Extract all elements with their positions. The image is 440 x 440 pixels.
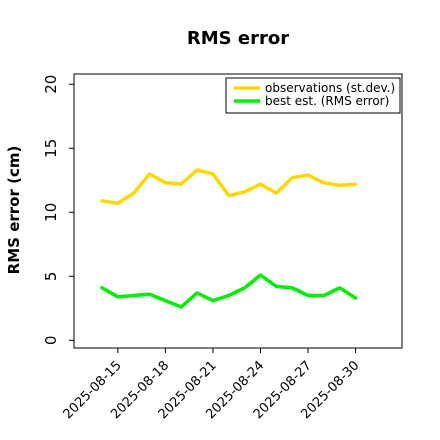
y-tick-label: 10 (42, 203, 60, 222)
legend-entry: observations (st.dev.) (265, 81, 395, 95)
series-line-2 (100, 273, 358, 309)
plot-area (73, 73, 403, 349)
legend-box (225, 77, 401, 114)
x-axis: 2025-08-152025-08-182025-08-212025-08-24… (61, 348, 362, 422)
legend: observations (st.dev.)best est. (RMS err… (225, 77, 401, 114)
y-tick-label: 20 (42, 75, 60, 94)
chart-title: RMS error (187, 28, 289, 49)
y-axis-label: RMS error (cm) (5, 146, 23, 275)
series-line-1 (100, 168, 358, 206)
y-tick-label: 5 (42, 272, 60, 282)
y-tick-label: 15 (42, 139, 60, 158)
legend-entry: best est. (RMS error) (265, 94, 389, 108)
plot-frame (73, 73, 403, 349)
y-tick-label: 0 (42, 336, 60, 346)
y-axis: 0 5 10 15 20 (42, 75, 74, 345)
